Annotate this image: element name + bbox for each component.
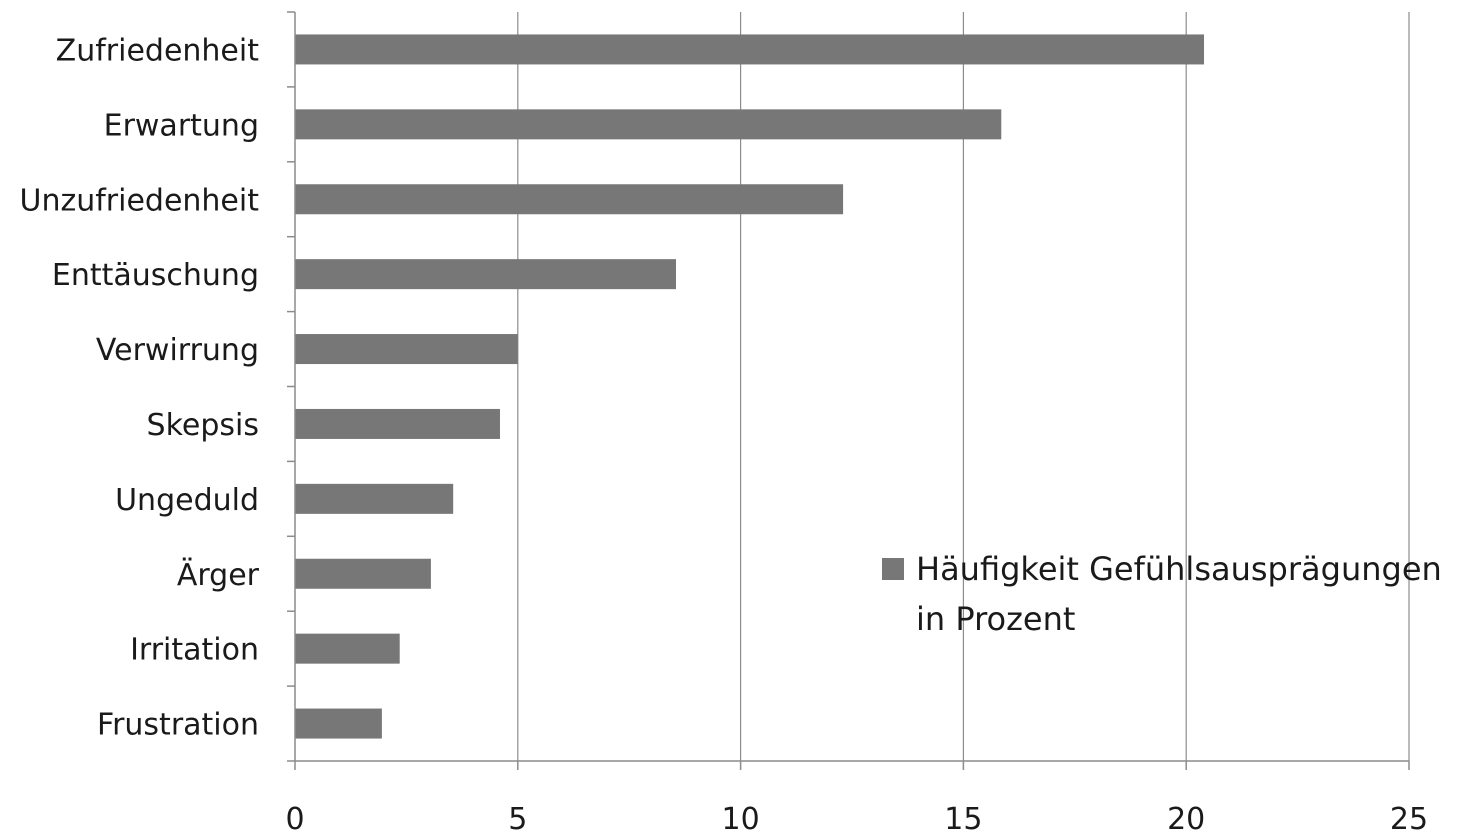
category-label: Verwirrung bbox=[96, 333, 259, 368]
category-label: Erwartung bbox=[104, 108, 259, 143]
bar-4 bbox=[295, 259, 676, 290]
category-label: Skepsis bbox=[147, 408, 259, 443]
category-label: Irritation bbox=[130, 633, 259, 668]
x-tick-label: 15 bbox=[944, 802, 982, 835]
category-label: Frustration bbox=[97, 708, 259, 743]
category-label: Unzufriedenheit bbox=[19, 183, 259, 218]
x-tick-label: 10 bbox=[722, 802, 760, 835]
bar-7 bbox=[295, 483, 454, 514]
x-axis-ticks: 0 5 10 15 20 25 bbox=[285, 761, 1428, 835]
x-tick-label: 0 bbox=[285, 802, 304, 835]
y-axis-category-labels: Zufriedenheit Erwartung Unzufriedenheit Ent… bbox=[19, 33, 259, 742]
legend-swatch bbox=[882, 558, 904, 580]
category-label: Ärger bbox=[177, 557, 260, 593]
category-label: Zufriedenheit bbox=[56, 33, 260, 68]
bar-9 bbox=[295, 633, 400, 664]
legend: Häufigkeit Gefühlsausprägungen in Prozen… bbox=[882, 550, 1442, 638]
x-tick-label: 20 bbox=[1167, 802, 1205, 835]
bar-3 bbox=[295, 184, 844, 215]
bar-1 bbox=[295, 34, 1205, 65]
legend-label-line-2: in Prozent bbox=[916, 600, 1075, 638]
category-label: Enttäuschung bbox=[52, 258, 259, 293]
axes bbox=[287, 11, 1409, 762]
bars bbox=[295, 34, 1205, 739]
x-tick-label: 5 bbox=[508, 802, 527, 835]
bar-2 bbox=[295, 109, 1002, 140]
bar-8 bbox=[295, 558, 431, 589]
bar-5 bbox=[295, 334, 518, 365]
bar-6 bbox=[295, 408, 500, 439]
category-label: Ungeduld bbox=[115, 483, 259, 518]
bar-10 bbox=[295, 708, 382, 739]
legend-label-line-1: Häufigkeit Gefühlsausprägungen bbox=[916, 550, 1442, 588]
x-tick-label: 25 bbox=[1390, 802, 1428, 835]
